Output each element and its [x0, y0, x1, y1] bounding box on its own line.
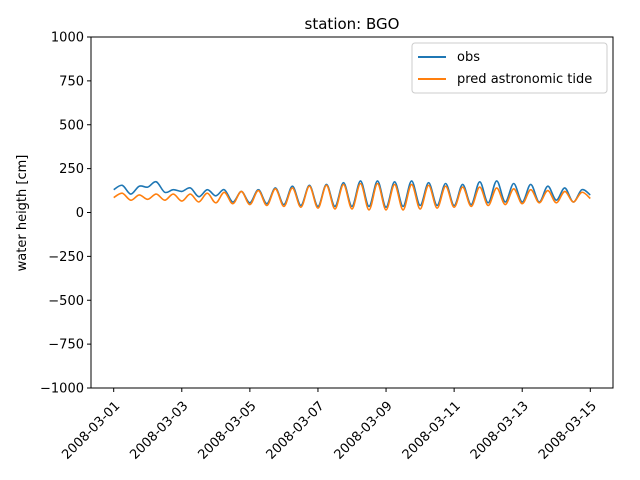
y-tick-label: −750 — [48, 338, 84, 353]
x-tick-label: 2008-03-15 — [536, 399, 600, 463]
y-tick-label: 250 — [59, 162, 84, 177]
x-tick-label: 2008-03-07 — [264, 399, 328, 463]
y-axis-label: water heigth [cm] — [15, 155, 30, 272]
chart-title: station: BGO — [305, 15, 400, 33]
x-tick-label: 2008-03-03 — [127, 399, 191, 463]
y-tick-label: −500 — [48, 294, 84, 309]
y-tick-label: −250 — [48, 250, 84, 265]
x-tick-label: 2008-03-09 — [332, 399, 396, 463]
y-tick-label: 0 — [76, 206, 84, 221]
x-axis: 2008-03-01 2008-03-03 2008-03-05 2008-03-07… — [59, 388, 600, 463]
x-tick-label: 2008-03-05 — [195, 399, 259, 463]
x-tick-label: 2008-03-13 — [468, 399, 532, 463]
y-tick-label: −1000 — [40, 382, 84, 397]
legend-label-pred: pred astronomic tide — [457, 72, 592, 87]
y-axis: 1000 750 500 250 0 −250 −500 −750 −1000 — [40, 31, 91, 397]
legend-label-obs: obs — [457, 50, 480, 65]
y-tick-label: 1000 — [51, 31, 84, 46]
x-tick-label: 2008-03-01 — [59, 399, 123, 463]
series-line-obs — [113, 180, 591, 209]
series-line-pred — [113, 182, 591, 211]
series-layer — [113, 180, 591, 211]
x-tick-label: 2008-03-11 — [400, 399, 464, 463]
plot-frame — [90, 36, 614, 389]
y-tick-label: 500 — [59, 118, 84, 133]
legend: obs pred astronomic tide — [411, 42, 608, 94]
legend-box — [411, 42, 608, 94]
y-tick-label: 750 — [59, 74, 84, 89]
